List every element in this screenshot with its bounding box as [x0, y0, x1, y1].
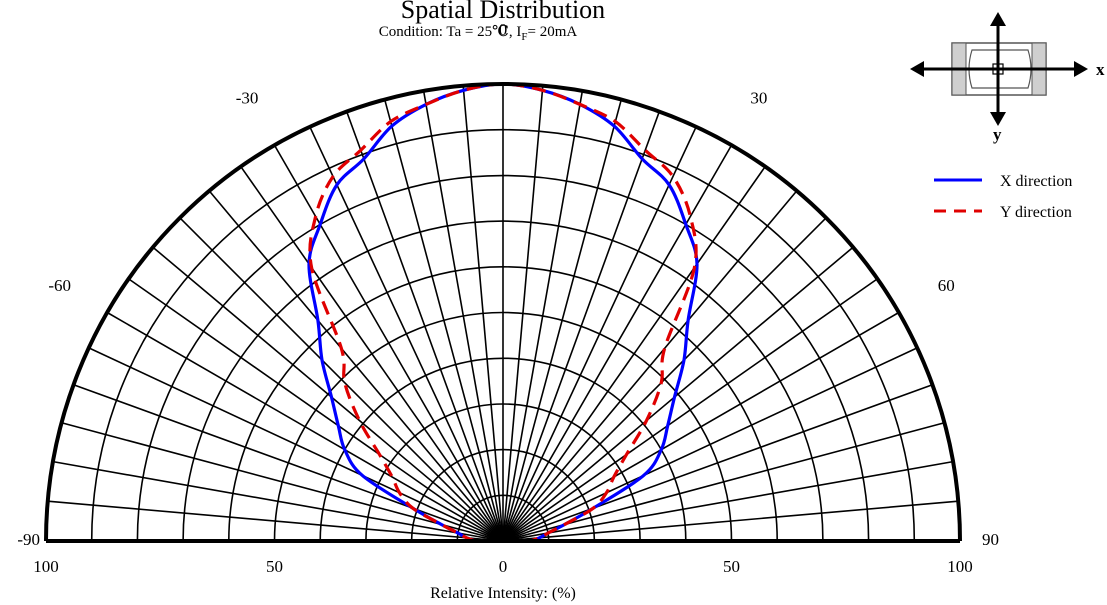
polar-frame — [44, 82, 962, 543]
grid-spoke--45 — [179, 217, 504, 542]
subtitle-prefix: Condition: Ta = 25℃, I — [379, 24, 522, 40]
orientation-inset: x y — [910, 12, 1105, 144]
grid-spoke-40 — [502, 190, 798, 542]
grid-spoke--60 — [106, 311, 504, 542]
subtitle-suffix: = 20mA — [528, 24, 578, 40]
grid-spoke-5 — [502, 85, 544, 542]
grid-spoke--75 — [61, 421, 504, 542]
grid-spoke-75 — [502, 421, 945, 542]
inset-y-label: y — [993, 125, 1002, 144]
grid-spoke--80 — [52, 460, 504, 542]
grid-spoke-25 — [502, 126, 697, 542]
angle-tick-label: 0 — [499, 20, 508, 39]
legend-label-y-direction: Y direction — [1000, 204, 1072, 221]
grid-spoke--10 — [422, 90, 504, 542]
grid-spoke-60 — [502, 311, 900, 542]
grid-spoke-35 — [502, 166, 766, 542]
grid-spoke--65 — [88, 347, 504, 542]
grid-spoke-45 — [502, 217, 827, 542]
grid-spoke--50 — [152, 246, 504, 542]
inset-x-arrow-left — [910, 61, 924, 77]
series-line-y-direction — [308, 82, 698, 543]
inset-y-arrow-down — [990, 112, 1006, 126]
inset-lens-outline — [968, 49, 1032, 89]
angle-tick-label: -30 — [236, 89, 259, 108]
radial-tick-label: 0 — [499, 557, 508, 576]
x-axis-label: Relative Intensity: (%) — [430, 585, 576, 602]
grid-spoke--70 — [73, 383, 504, 542]
angle-tick-label: -90 — [17, 530, 40, 549]
grid-spoke--25 — [309, 126, 504, 542]
inset-x-arrow-right — [1074, 61, 1088, 77]
radial-tick-labels: 100 50 0 50 100 — [33, 557, 973, 576]
grid-spoke-70 — [502, 383, 933, 542]
grid-spoke-55 — [502, 278, 878, 542]
grid-spoke-20 — [502, 111, 661, 542]
grid-spoke--30 — [273, 144, 504, 542]
subtitle-subscript: F — [521, 31, 527, 43]
radial-tick-label: 100 — [33, 557, 59, 576]
angle-tick-label: 90 — [982, 530, 999, 549]
grid-spoke--40 — [208, 190, 504, 542]
grid-spoke-10 — [502, 90, 584, 542]
angle-tick-labels: -90 -60 -30 0 30 60 90 — [17, 20, 999, 549]
angle-tick-label: 30 — [750, 89, 767, 108]
polar-grid — [47, 84, 959, 542]
inset-y-arrow-up — [990, 12, 1006, 26]
radial-tick-label: 50 — [266, 557, 283, 576]
outer-arc — [44, 82, 962, 542]
legend: X direction Y direction — [934, 173, 1072, 221]
grid-spoke-50 — [502, 246, 854, 542]
radial-tick-label: 50 — [723, 557, 740, 576]
angle-tick-label: 60 — [938, 276, 955, 295]
grid-spoke--55 — [128, 278, 504, 542]
legend-label-x-direction: X direction — [1000, 173, 1072, 190]
grid-spoke-65 — [502, 347, 918, 542]
grid-spoke-30 — [502, 144, 733, 542]
grid-spoke--35 — [240, 166, 504, 542]
radial-tick-label: 100 — [947, 557, 973, 576]
grid-spoke-85 — [502, 500, 959, 542]
grid-spoke--20 — [345, 111, 504, 542]
grid-spoke--85 — [47, 500, 504, 542]
inset-x-label: x — [1096, 60, 1105, 79]
grid-spoke-80 — [502, 460, 954, 542]
angle-tick-label: -60 — [48, 276, 71, 295]
chart-subtitle: Condition: Ta = 25℃, IF= 20mA — [379, 24, 578, 43]
grid-spoke-15 — [502, 99, 623, 542]
grid-spoke--5 — [462, 85, 504, 542]
chart-title: Spatial Distribution — [401, 0, 605, 24]
grid-spoke--15 — [383, 99, 504, 542]
